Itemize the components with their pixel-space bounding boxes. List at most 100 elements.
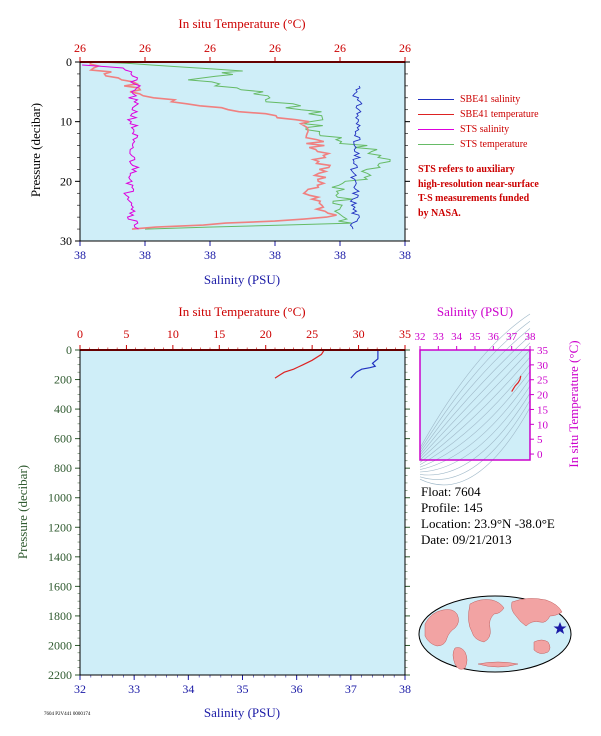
y-tick-label: 0	[66, 55, 72, 69]
bottom-plot-area	[80, 350, 405, 675]
ts-top-tick-label: 37	[506, 331, 518, 343]
bottom-tick-label: 38	[399, 682, 411, 696]
density-contour	[419, 349, 531, 461]
salinity-profile	[350, 350, 379, 379]
top-tick-label: 26	[269, 41, 281, 55]
ts-curve	[511, 375, 522, 392]
ts-top-tick-label: 32	[415, 331, 426, 343]
ts-top-tick-label: 36	[488, 331, 500, 343]
ts-density-contours	[419, 313, 531, 486]
y-tick-label: 30	[60, 234, 72, 248]
bottom-plot-frame	[79, 349, 406, 676]
top-tick-label: 5	[123, 327, 129, 341]
note-line: STS refers to auxiliary	[418, 164, 515, 175]
ts-right-tick-label: 5	[537, 434, 543, 446]
ts-ylabel-temperature: In situ Temperature (°C)	[566, 340, 581, 467]
bottom-tick-label: 38	[204, 248, 216, 262]
ts-right-tick-label: 25	[537, 375, 549, 387]
series-sts-salinity	[82, 64, 142, 230]
bottom-title-temperature: In situ Temperature (°C)	[178, 304, 305, 319]
top-ylabel-pressure: Pressure (decibar)	[28, 103, 43, 197]
ts-right-tick-label: 15	[537, 404, 549, 416]
ts-right-tick-label: 20	[537, 390, 549, 402]
note-line: by NASA.	[418, 207, 461, 219]
density-contour	[419, 400, 531, 480]
density-contour	[419, 357, 531, 463]
ts-top-tick-label: 34	[451, 331, 463, 343]
legend-label: STS temperature	[460, 139, 528, 150]
y-tick-label: 10	[60, 115, 72, 129]
temperature-profile	[274, 349, 325, 379]
ts-series	[511, 375, 522, 392]
y-tick-label: 200	[54, 373, 72, 387]
top-tick-label: 26	[139, 41, 151, 55]
legend-label: SBE41 temperature	[460, 109, 539, 120]
bottom-panel: In situ Temperature (°C) Salinity (PSU) …	[15, 304, 411, 720]
date: Date: 09/21/2013	[421, 532, 512, 547]
y-tick-label: 20	[60, 174, 72, 188]
ts-right-tick-label: 10	[537, 419, 549, 431]
top-panel: In situ Temperature (°C) Salinity (PSU) …	[28, 16, 411, 287]
y-tick-label: 1400	[48, 550, 72, 564]
y-tick-label: 600	[54, 432, 72, 446]
ts-right-tick-label: 0	[537, 449, 543, 461]
top-tick-label: 26	[204, 41, 216, 55]
top-bottom-ticks: 38 38 38 38 38 38	[74, 241, 411, 262]
ts-title-salinity: Salinity (PSU)	[437, 304, 513, 319]
series-sbe41-salinity	[349, 85, 363, 230]
note-line: high-resolution near-surface	[418, 178, 539, 190]
bottom-tick-label: 38	[269, 248, 281, 262]
top-tick-label: 15	[213, 327, 225, 341]
legend-swatch-sbe41-temperature	[418, 114, 454, 115]
density-contour	[419, 385, 531, 473]
top-xlabel-salinity: Salinity (PSU)	[204, 272, 280, 287]
ts-top-tick-label: 33	[433, 331, 445, 343]
top-tick-label: 20	[260, 327, 272, 341]
bottom-tick-label: 33	[128, 682, 140, 696]
y-tick-label: 1800	[48, 609, 72, 623]
legend-label: SBE41 salinity	[460, 94, 521, 105]
bottom-tick-label: 38	[334, 248, 346, 262]
legend-swatch-sts-temperature	[418, 144, 454, 145]
y-tick-label: 1200	[48, 520, 72, 534]
legend-swatch-sbe41-salinity	[418, 99, 454, 100]
top-tick-label: 26	[399, 41, 411, 55]
note-line: T-S measurements funded	[418, 193, 530, 204]
ts-panel: Salinity (PSU) In situ Temperature (°C) …	[415, 304, 581, 486]
bottom-tick-label: 38	[139, 248, 151, 262]
density-contour	[419, 393, 531, 476]
top-tick-label: 25	[306, 327, 318, 341]
density-contour	[419, 320, 531, 451]
bottom-bottom-ticks: 32 33 34 35 36 37 38	[74, 675, 411, 696]
y-tick-label: 0	[66, 343, 72, 357]
bottom-tick-label: 32	[74, 682, 86, 696]
location: Location: 23.9°N -38.0°E	[421, 516, 555, 531]
profile-number: Profile: 145	[421, 500, 483, 515]
density-contour	[419, 371, 531, 468]
legend-swatch-sts-salinity	[418, 129, 454, 130]
ts-right-ticks: 0 5 10 15 20 25 30 35	[530, 345, 549, 461]
density-contour	[419, 378, 531, 470]
top-tick-label: 35	[399, 327, 411, 341]
bottom-tick-label: 36	[291, 682, 303, 696]
series-sbe41-temperature	[88, 61, 337, 230]
top-tick-label: 30	[353, 327, 365, 341]
bottom-tick-label: 38	[74, 248, 86, 262]
top-tick-label: 10	[167, 327, 179, 341]
ts-plot-frame	[419, 349, 531, 461]
bottom-ylabel-pressure: Pressure (decibar)	[15, 465, 30, 559]
ts-right-tick-label: 30	[537, 360, 549, 372]
y-tick-label: 400	[54, 402, 72, 416]
float-info: Float: 7604 Profile: 145 Location: 23.9°…	[421, 484, 555, 548]
series-sts-temperature	[95, 61, 391, 230]
y-tick-label: 2000	[48, 638, 72, 652]
bottom-tick-label: 37	[345, 682, 357, 696]
ts-top-tick-label: 38	[525, 331, 537, 343]
bottom-top-ticks: 0 5 10 15 20 25 30 35	[77, 327, 411, 350]
legend-label: STS salinity	[460, 124, 510, 135]
float-id: Float: 7604	[421, 484, 481, 499]
top-top-ticks: 26 26 26 26 26 26	[74, 41, 411, 62]
y-tick-label: 2200	[48, 668, 72, 682]
top-tick-label: 0	[77, 327, 83, 341]
ts-plot-area	[420, 350, 530, 460]
